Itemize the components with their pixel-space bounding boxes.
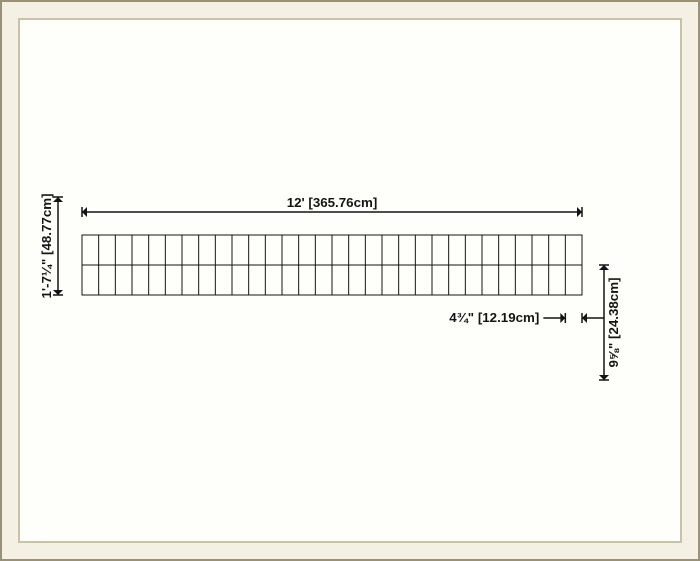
frame-mat: 12' [365.76cm] 1'-7¼" [48.77cm] 4¾" [12.…	[0, 0, 700, 561]
width-dimension-label: 12' [365.76cm]	[287, 195, 378, 210]
cell-width-dimension-label: 4¾" [12.19cm]	[449, 310, 539, 325]
grid	[82, 235, 582, 295]
dimension-lines	[53, 197, 609, 380]
drawing-canvas: 12' [365.76cm] 1'-7¼" [48.77cm] 4¾" [12.…	[18, 18, 682, 543]
height-dimension-label: 1'-7¼" [48.77cm]	[39, 193, 54, 298]
cell-height-dimension-label: 9⅝" [24.38cm]	[606, 277, 621, 367]
diagram-svg: 12' [365.76cm] 1'-7¼" [48.77cm] 4¾" [12.…	[20, 20, 680, 543]
